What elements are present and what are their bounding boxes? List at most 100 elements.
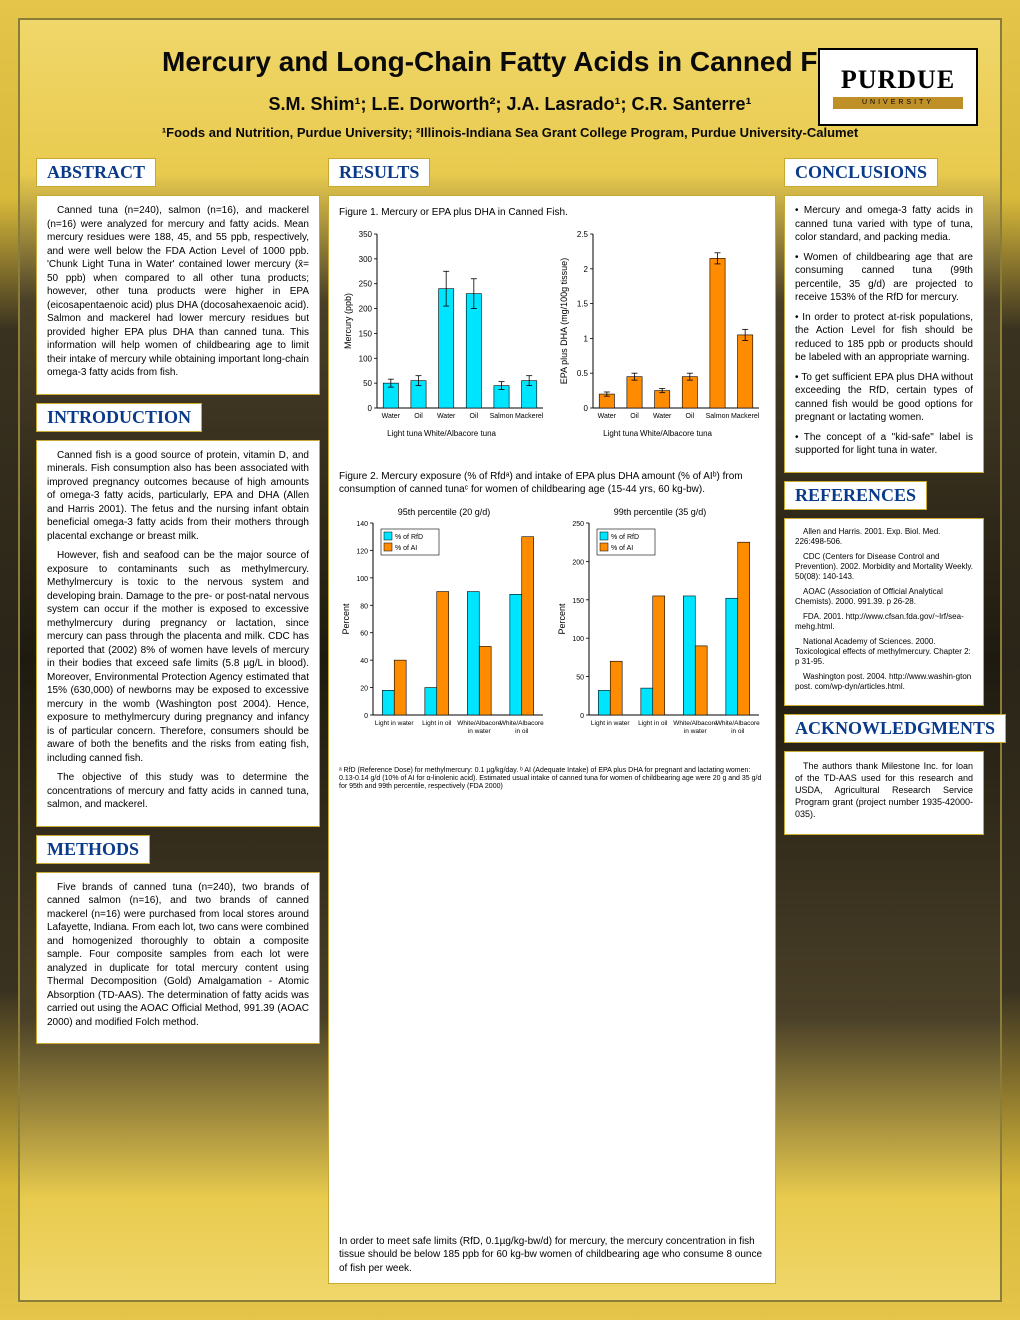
svg-text:99th percentile (35 g/d): 99th percentile (35 g/d) [614,507,707,517]
conclusion-item: • In order to protect at-risk population… [795,311,973,365]
svg-text:350: 350 [359,230,373,239]
conclusions-panel: • Mercury and omega-3 fatty acids in can… [784,195,984,473]
svg-text:Mackerel: Mackerel [731,413,760,420]
introduction-heading: INTRODUCTION [36,403,202,432]
poster-root: Mercury and Long-Chain Fatty Acids in Ca… [0,0,1020,1320]
svg-text:150: 150 [572,597,584,604]
svg-text:20: 20 [360,685,368,692]
svg-text:40: 40 [360,658,368,665]
svg-text:250: 250 [572,521,584,528]
svg-text:White/Albacore: White/Albacore [457,720,501,727]
intro-p3: The objective of this study was to deter… [47,771,309,812]
references-heading: REFERENCES [784,481,927,510]
svg-text:0.5: 0.5 [577,369,589,378]
svg-text:Oil: Oil [470,413,479,420]
affiliations: ¹Foods and Nutrition, Purdue University;… [36,125,984,140]
svg-text:% of AI: % of AI [611,545,633,552]
column-middle: RESULTS Figure 1. Mercury or EPA plus DH… [328,158,776,1284]
svg-text:0: 0 [368,404,373,413]
svg-text:2: 2 [584,264,589,273]
conclusion-item: • To get sufficient EPA plus DHA without… [795,371,973,425]
svg-text:50: 50 [363,379,372,388]
svg-text:White/Albacore: White/Albacore [500,720,544,727]
conclusion-item: • Mercury and omega-3 fatty acids in can… [795,204,973,245]
svg-text:1: 1 [584,334,589,343]
svg-text:100: 100 [359,354,373,363]
svg-text:0: 0 [364,713,368,720]
fig2-row: 95th percentile (20 g/d)0204060801001201… [339,503,765,763]
reference-item: FDA. 2001. http://www.cfsan.fda.gov/~lrf… [795,612,973,632]
abstract-panel: Canned tuna (n=240), salmon (n=16), and … [36,195,320,395]
methods-text: Five brands of canned tuna (n=240), two … [47,881,309,1030]
reference-item: CDC (Centers for Disease Control and Pre… [795,552,973,582]
svg-text:Oil: Oil [686,413,695,420]
svg-text:Oil: Oil [630,413,639,420]
svg-text:White/Albacore: White/Albacore [716,720,760,727]
svg-text:Light in water: Light in water [375,720,414,727]
svg-text:1.5: 1.5 [577,299,589,308]
svg-text:95th percentile (20 g/d): 95th percentile (20 g/d) [398,507,491,517]
fig1-right-chart: 00.511.522.5WaterOilWaterOilSalmonMacker… [555,226,765,456]
logo-subtext: UNIVERSITY [833,97,963,109]
conclusion-item: • The concept of a "kid-safe" label is s… [795,431,973,458]
fig2-left-chart: 95th percentile (20 g/d)0204060801001201… [339,503,549,763]
introduction-panel: Canned fish is a good source of protein,… [36,440,320,827]
fig2-caption: Figure 2. Mercury exposure (% of Rfdᵃ) a… [339,470,765,497]
reference-item: National Academy of Sciences. 2000. Toxi… [795,637,973,667]
results-panel: Figure 1. Mercury or EPA plus DHA in Can… [328,195,776,1284]
svg-text:Water: Water [598,413,617,420]
poster-inner: Mercury and Long-Chain Fatty Acids in Ca… [18,18,1002,1302]
svg-text:80: 80 [360,603,368,610]
svg-text:0: 0 [580,713,584,720]
methods-heading: METHODS [36,835,150,864]
intro-p2: However, fish and seafood can be the maj… [47,549,309,765]
svg-text:Light in oil: Light in oil [638,720,668,727]
svg-text:250: 250 [359,279,373,288]
svg-text:in water: in water [468,728,492,735]
svg-text:Salmon: Salmon [490,413,514,420]
svg-text:300: 300 [359,254,373,263]
logo-text: PURDUE [841,65,955,95]
fig1-caption: Figure 1. Mercury or EPA plus DHA in Can… [339,206,765,220]
svg-text:Light tuna: Light tuna [603,429,639,438]
ack-text: The authors thank Milestone Inc. for loa… [795,760,973,821]
results-note: In order to meet safe limits (RfD, 0.1µg… [339,1219,765,1276]
svg-text:Salmon: Salmon [706,413,730,420]
svg-text:100: 100 [572,636,584,643]
body-columns: ABSTRACT Canned tuna (n=240), salmon (n=… [36,158,984,1284]
svg-text:100: 100 [356,575,368,582]
svg-text:in oil: in oil [515,728,529,735]
reference-item: Washington post. 2004. http://www.washin… [795,672,973,692]
svg-text:% of AI: % of AI [395,545,417,552]
svg-text:200: 200 [359,304,373,313]
abstract-heading: ABSTRACT [36,158,156,187]
references-panel: Allen and Harris. 2001. Exp. Biol. Med. … [784,518,984,706]
svg-text:Percent: Percent [341,602,351,634]
conclusions-heading: CONCLUSIONS [784,158,938,187]
svg-text:in oil: in oil [731,728,745,735]
fig1-row: 050100150200250300350WaterOilWaterOilSal… [339,226,765,456]
column-right: CONCLUSIONS • Mercury and omega-3 fatty … [784,158,984,1284]
intro-p1: Canned fish is a good source of protein,… [47,449,309,544]
svg-text:50: 50 [576,674,584,681]
svg-text:% of RfD: % of RfD [611,534,639,541]
svg-text:White/Albacore tuna: White/Albacore tuna [640,429,713,438]
header: Mercury and Long-Chain Fatty Acids in Ca… [36,36,984,158]
svg-text:200: 200 [572,559,584,566]
svg-text:Light in oil: Light in oil [422,720,452,727]
svg-text:White/Albacore: White/Albacore [673,720,717,727]
svg-text:Percent: Percent [557,602,567,634]
ack-panel: The authors thank Milestone Inc. for loa… [784,751,984,836]
reference-item: Allen and Harris. 2001. Exp. Biol. Med. … [795,527,973,547]
conclusion-item: • Women of childbearing age that are con… [795,251,973,305]
svg-text:Water: Water [653,413,672,420]
svg-text:120: 120 [356,548,368,555]
svg-text:Water: Water [382,413,401,420]
results-heading: RESULTS [328,158,430,187]
svg-text:Light in water: Light in water [591,720,630,727]
fig2-right-chart: 99th percentile (35 g/d) 0 50 100 150 200 250%… [555,503,765,763]
svg-text:140: 140 [356,521,368,528]
svg-text:Mackerel: Mackerel [515,413,544,420]
column-left: ABSTRACT Canned tuna (n=240), salmon (n=… [36,158,320,1284]
fig2-footnote: ᵃ RfD (Reference Dose) for methylmercury… [339,767,765,792]
